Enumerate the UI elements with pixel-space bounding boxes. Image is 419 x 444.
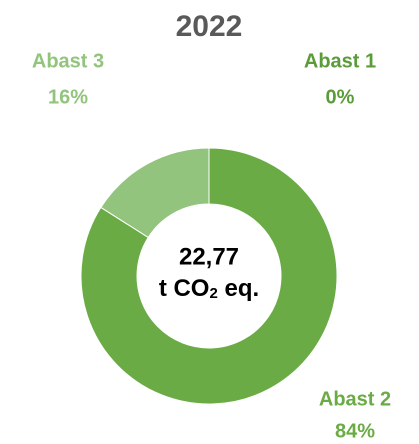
value-label: 84% [335, 420, 375, 442]
category-label: Abast 3 [32, 50, 104, 72]
center-unit-part: t CO [159, 275, 210, 302]
donut-slice [100, 147, 210, 239]
category-label: Abast 2 [319, 388, 391, 410]
center-unit-part: 2 [209, 285, 217, 302]
donut-slice [80, 147, 338, 405]
center-value: 22,77 [179, 243, 239, 270]
chart-title: 2022 [176, 10, 243, 43]
value-label: 0% [326, 86, 355, 108]
center-unit: t CO2 eq. [159, 275, 259, 302]
value-label: 16% [48, 86, 88, 108]
center-unit-part: eq. [218, 275, 259, 302]
category-label: Abast 1 [304, 50, 376, 72]
